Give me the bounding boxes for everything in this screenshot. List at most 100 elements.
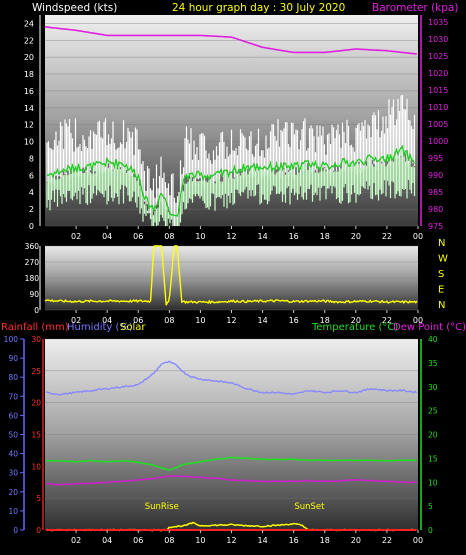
y-tick-label-humidity: 50 <box>8 431 18 440</box>
wind-avg-series <box>46 144 416 217</box>
direction-series <box>44 245 418 306</box>
y-tick-label-direction: 0 <box>34 306 39 315</box>
y-tick-label-rainfall: 10 <box>31 462 41 471</box>
x-tick-label: 20 <box>351 536 361 545</box>
y-tick-label-rainfall: 5 <box>36 494 41 503</box>
compass-label: S <box>438 269 444 280</box>
compass-label: N <box>438 238 445 249</box>
y-tick-label-barometer: 1020 <box>428 69 448 78</box>
sun-annotation: SunSet <box>294 502 325 512</box>
y-tick-label-wind: 2 <box>29 205 34 214</box>
y-tick-label-humidity: 40 <box>8 450 18 459</box>
y-tick-label-barometer: 995 <box>428 154 443 163</box>
y-tick-label-temperature: 20 <box>428 431 438 440</box>
y-tick-label-humidity: 0 <box>13 526 18 535</box>
y-tick-label-temperature: 30 <box>428 383 438 392</box>
x-tick-label: 20 <box>351 316 361 325</box>
y-tick-label-wind: 24 <box>24 19 34 28</box>
x-tick-label: 06 <box>133 232 143 241</box>
x-tick-label: 06 <box>133 536 143 545</box>
y-tick-label-wind: 8 <box>29 154 34 163</box>
wind-gust-series <box>46 94 416 226</box>
y-tick-label-barometer: 1030 <box>428 35 448 44</box>
y-tick-label-wind: 22 <box>24 36 34 45</box>
y-tick-label-temperature: 5 <box>428 502 433 511</box>
humidity-series <box>45 360 418 396</box>
y-tick-label-barometer: 985 <box>428 188 443 197</box>
x-tick-label: 18 <box>320 536 330 545</box>
y-tick-label-humidity: 90 <box>8 354 18 363</box>
x-tick-label: 18 <box>320 232 330 241</box>
y-tick-label-barometer: 1010 <box>428 103 448 112</box>
dewpoint-series <box>45 474 417 486</box>
dewpoint-axis-title: Dew Point (°C) <box>393 322 466 333</box>
y-tick-label-wind: 20 <box>24 53 34 62</box>
y-tick-label-humidity: 60 <box>8 411 18 420</box>
y-tick-label-humidity: 30 <box>8 469 18 478</box>
x-tick-label: 00 <box>413 232 423 241</box>
wind-plot-area <box>45 15 418 226</box>
wind-direction-series <box>44 245 418 306</box>
x-tick-label: 16 <box>289 232 299 241</box>
x-tick-label: 16 <box>289 536 299 545</box>
chart-title: 24 hour graph day : 30 July 2020 <box>172 2 345 14</box>
sun-annotation: SunRise <box>145 502 179 512</box>
y-tick-label-humidity: 70 <box>8 392 18 401</box>
y-tick-label-temperature: 10 <box>428 478 438 487</box>
x-tick-label: 08 <box>164 536 174 545</box>
y-tick-label-barometer: 1015 <box>428 86 448 95</box>
x-tick-label: 02 <box>71 232 81 241</box>
y-tick-label-wind: 18 <box>24 70 34 79</box>
x-tick-label: 18 <box>320 316 330 325</box>
wind-panel: 0246810121416182022249759809859909951000… <box>24 15 448 241</box>
y-tick-label-barometer: 990 <box>428 171 443 180</box>
barometer-axis-title: Barometer (kpa) <box>372 2 458 14</box>
x-tick-label: 10 <box>195 316 205 325</box>
y-tick-label-barometer: 1000 <box>428 137 448 146</box>
x-tick-label: 22 <box>382 232 392 241</box>
y-tick-label-temperature: 40 <box>428 335 438 344</box>
x-tick-label: 00 <box>413 536 423 545</box>
y-tick-label-rainfall: 20 <box>31 399 41 408</box>
x-tick-label: 12 <box>226 316 236 325</box>
y-tick-label-wind: 12 <box>24 121 34 130</box>
x-tick-label: 10 <box>195 232 205 241</box>
x-tick-label: 04 <box>102 316 112 325</box>
x-tick-label: 12 <box>226 536 236 545</box>
compass-label: W <box>438 254 448 265</box>
y-tick-label-humidity: 20 <box>8 488 18 497</box>
y-tick-label-wind: 10 <box>24 138 34 147</box>
wind-series <box>44 26 418 226</box>
y-tick-label-rainfall: 30 <box>31 335 41 344</box>
y-tick-label-wind: 6 <box>29 171 34 180</box>
temperature-series <box>45 456 417 471</box>
y-tick-label-temperature: 15 <box>428 454 438 463</box>
y-tick-label-rainfall: 25 <box>31 367 41 376</box>
rainfall-axis-title: Rainfall (mm) <box>1 322 69 333</box>
x-tick-label: 14 <box>257 536 267 545</box>
x-tick-label: 10 <box>195 536 205 545</box>
direction-gridlines <box>45 245 418 311</box>
y-tick-label-wind: 4 <box>29 188 34 197</box>
y-tick-label-temperature: 25 <box>428 407 438 416</box>
barometer-series <box>44 26 418 55</box>
y-tick-label-humidity: 80 <box>8 373 18 382</box>
y-tick-label-direction: 180 <box>25 274 40 283</box>
solar-axis-title: Solar <box>120 322 146 333</box>
x-tick-label: 22 <box>382 536 392 545</box>
y-tick-label-barometer: 1005 <box>428 120 448 129</box>
y-tick-label-humidity: 10 <box>8 507 18 516</box>
x-tick-label: 14 <box>257 232 267 241</box>
x-tick-label: 20 <box>351 232 361 241</box>
y-tick-label-rainfall: 0 <box>36 526 41 535</box>
compass-label: N <box>438 300 445 311</box>
x-tick-label: 04 <box>102 232 112 241</box>
y-tick-label-rainfall: 15 <box>31 431 41 440</box>
x-tick-label: 04 <box>102 536 112 545</box>
x-tick-label: 14 <box>257 316 267 325</box>
temperature-panel: 0 10 20 30 40 50 60 70 80 90 10 00 5 10 15 20 25 30 0 5 10 15… <box>4 335 438 545</box>
x-tick-label: 00 <box>413 316 423 325</box>
humidity-axis-title: Humidity (%) <box>67 322 133 333</box>
